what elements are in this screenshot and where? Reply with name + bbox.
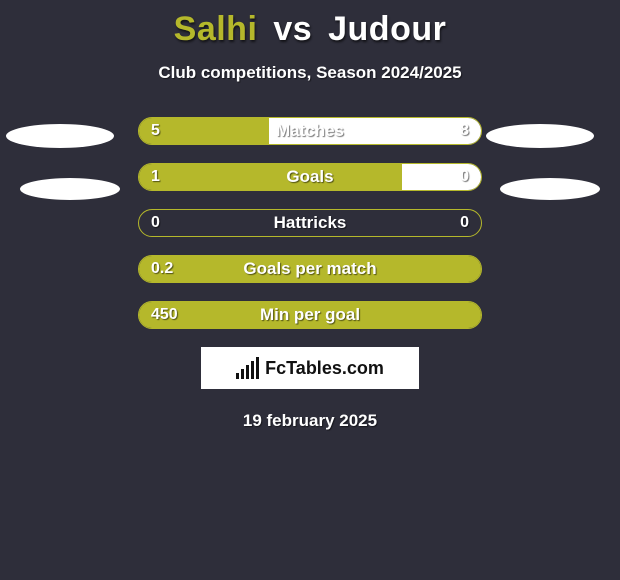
- title-player1: Salhi: [174, 10, 258, 48]
- subtitle: Club competitions, Season 2024/2025: [0, 63, 620, 83]
- logo-bar-segment: [241, 369, 244, 379]
- bar-fill-left: [139, 302, 481, 328]
- bar-fill-left: [139, 164, 402, 190]
- brand-text: FcTables.com: [265, 358, 384, 379]
- bar-fill-left: [139, 256, 481, 282]
- bar-fill-right: [269, 118, 481, 144]
- stat-row-goals-per-match: 0.2Goals per match: [138, 255, 482, 283]
- stat-row-matches: 58Matches: [138, 117, 482, 145]
- stat-row-hattricks: 0 0Hattricks: [138, 209, 482, 237]
- logo-bar-segment: [251, 361, 254, 379]
- page-title: Salhi vs Judour: [0, 0, 620, 49]
- stat-row-min-per-goal: 450Min per goal: [138, 301, 482, 329]
- logo-bar-segment: [246, 365, 249, 379]
- logo-bar-segment: [236, 373, 239, 379]
- comparison-bars: 58Matches 10Goals 0 0Hattricks 0.2Goals per …: [0, 117, 620, 329]
- title-player2: Judour: [328, 10, 446, 48]
- title-vs: vs: [273, 10, 312, 48]
- stat-label: Hattricks: [139, 210, 481, 236]
- player-photo-ellipse: [6, 124, 114, 148]
- player-photo-ellipse: [500, 178, 600, 200]
- player-photo-ellipse: [486, 124, 594, 148]
- stat-value-left: 0: [151, 210, 160, 236]
- date-label: 19 february 2025: [0, 411, 620, 431]
- brand-logo-icon: [236, 357, 259, 379]
- bar-fill-left: [139, 118, 269, 144]
- bar-fill-right: [402, 164, 481, 190]
- stat-value-right: 0: [460, 210, 469, 236]
- stats-canvas: Salhi vs Judour Club competitions, Seaso…: [0, 0, 620, 580]
- stat-row-goals: 10Goals: [138, 163, 482, 191]
- logo-bar-segment: [256, 357, 259, 379]
- player-photo-ellipse: [20, 178, 120, 200]
- brand-badge: FcTables.com: [201, 347, 419, 389]
